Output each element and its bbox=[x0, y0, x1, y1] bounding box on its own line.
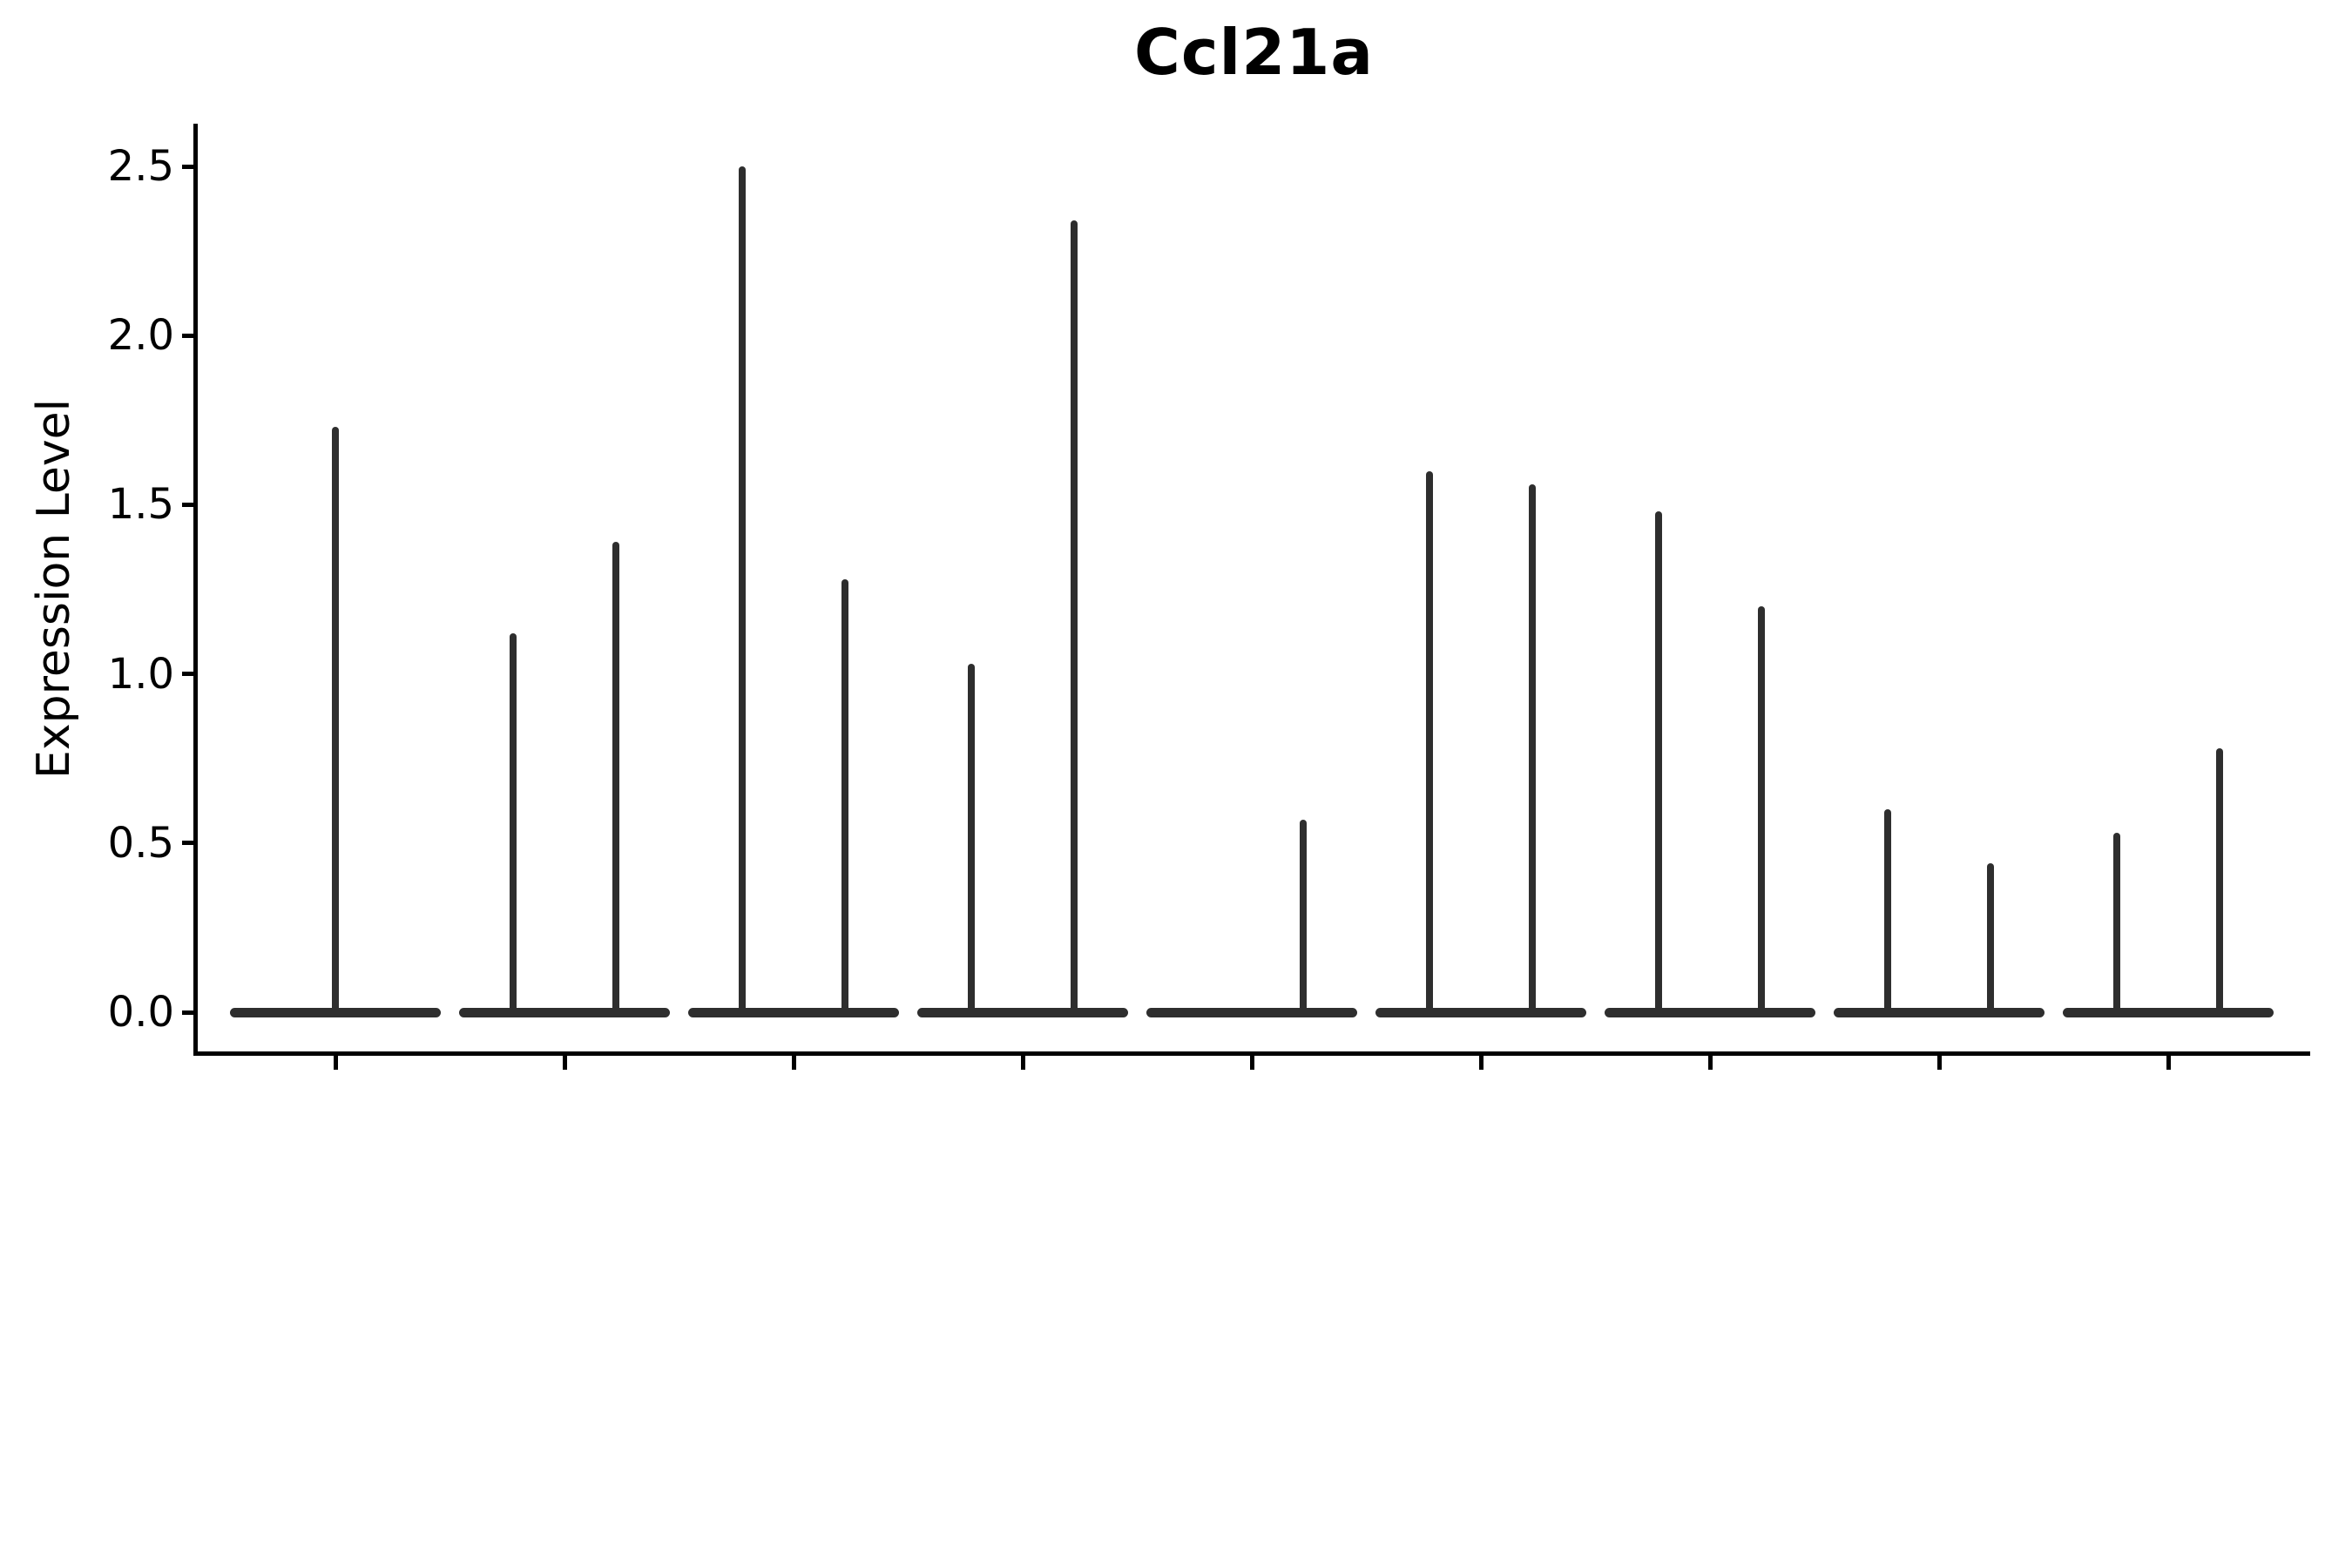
y-tick-mark bbox=[182, 502, 198, 507]
violin-base bbox=[1146, 1008, 1357, 1017]
x-tick-mark bbox=[1020, 1056, 1025, 1070]
y-tick-label: 2.0 bbox=[107, 311, 174, 361]
y-tick-label: 0.0 bbox=[107, 988, 174, 1037]
violin-base bbox=[1375, 1008, 1586, 1017]
y-tick-mark bbox=[182, 1010, 198, 1015]
violin-base bbox=[1605, 1008, 1815, 1017]
y-axis-spine bbox=[193, 124, 198, 1056]
violin-spike bbox=[1758, 605, 1765, 1017]
x-tick-mark bbox=[1249, 1056, 1254, 1070]
y-tick-mark bbox=[182, 672, 198, 677]
x-axis-spine bbox=[193, 1051, 2310, 1056]
violin-spike bbox=[1300, 819, 1307, 1017]
x-tick-mark bbox=[1478, 1056, 1484, 1070]
violin-base bbox=[1834, 1008, 2044, 1017]
x-tick-mark bbox=[562, 1056, 567, 1070]
x-tick-mark bbox=[1707, 1056, 1713, 1070]
violin-base bbox=[459, 1008, 670, 1017]
violin-spike bbox=[1655, 511, 1662, 1017]
violin-spike bbox=[1884, 808, 1891, 1017]
violin-spike bbox=[1071, 220, 1078, 1017]
chart-title: Ccl21a bbox=[1134, 16, 1374, 89]
violin-spike bbox=[1426, 470, 1433, 1017]
y-tick-label: 2.5 bbox=[107, 142, 174, 191]
violin-spike bbox=[1987, 863, 1994, 1017]
y-tick-mark bbox=[182, 841, 198, 846]
violin-spike bbox=[612, 542, 619, 1017]
x-tick-mark bbox=[2166, 1056, 2171, 1070]
y-tick-label: 1.5 bbox=[107, 480, 174, 530]
violin-base bbox=[917, 1008, 1128, 1017]
violin-spike bbox=[2216, 748, 2223, 1017]
x-tick-mark bbox=[1936, 1056, 1942, 1070]
violin-spike bbox=[968, 663, 975, 1017]
violin-spike bbox=[2113, 833, 2120, 1017]
violin-base bbox=[2063, 1008, 2274, 1017]
y-tick-label: 0.5 bbox=[107, 818, 174, 868]
violin-spike bbox=[1529, 484, 1536, 1017]
y-tick-label: 1.0 bbox=[107, 649, 174, 699]
x-tick-mark bbox=[791, 1056, 796, 1070]
violin-spike bbox=[332, 427, 339, 1017]
y-axis-label: Expression Level bbox=[28, 398, 80, 780]
violin-base bbox=[688, 1008, 899, 1017]
violin-base bbox=[230, 1008, 441, 1017]
y-tick-mark bbox=[182, 164, 198, 169]
y-tick-mark bbox=[182, 333, 198, 338]
violin-spike bbox=[739, 166, 746, 1017]
violin-spike bbox=[510, 632, 517, 1017]
x-tick-mark bbox=[333, 1056, 338, 1070]
violin-spike bbox=[841, 578, 848, 1017]
